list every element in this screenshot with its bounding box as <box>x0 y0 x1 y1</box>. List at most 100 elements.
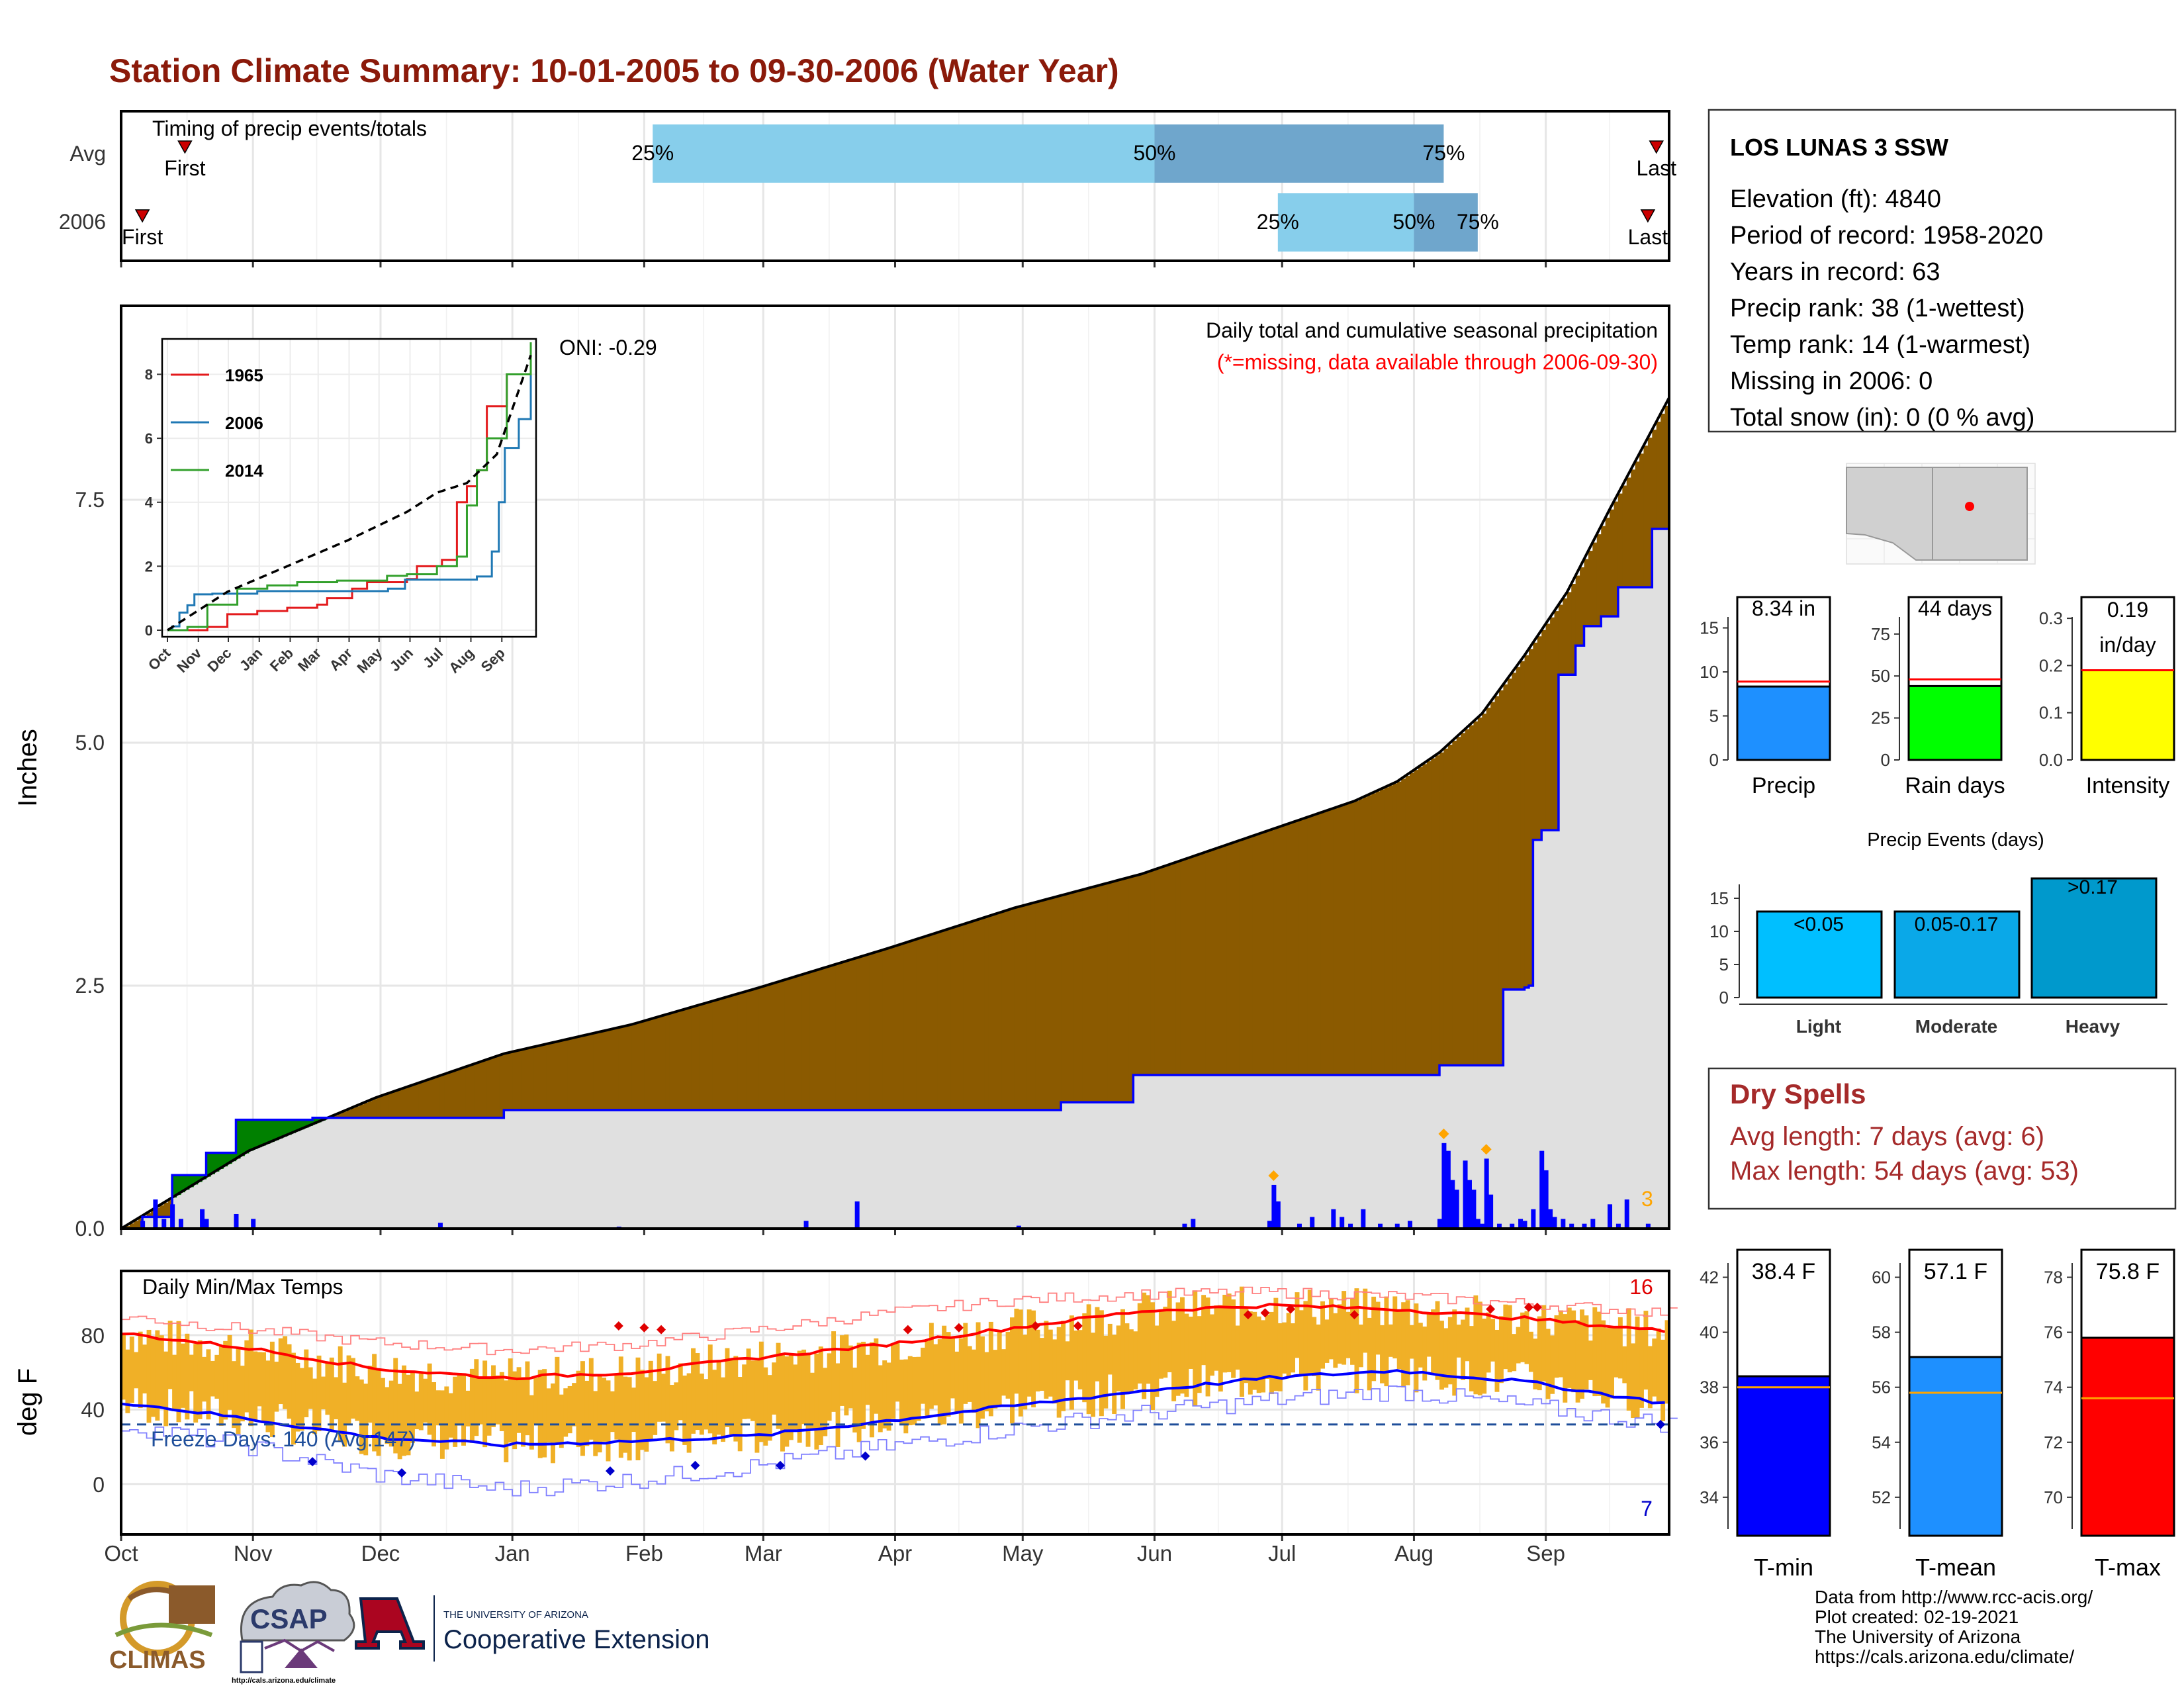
daily-temp-bar <box>1031 1310 1036 1408</box>
month-label: Dec <box>361 1541 400 1566</box>
daily-temp-bar <box>988 1321 993 1417</box>
precip-deficit-area <box>1184 859 1189 1076</box>
daily-precip-bar <box>1645 1223 1651 1229</box>
first-event-marker <box>134 209 150 223</box>
daily-temp-bar <box>733 1356 739 1442</box>
precip-deficit-area <box>929 935 934 1110</box>
precip-deficit-area <box>967 923 972 1110</box>
precip-deficit-area <box>780 981 786 1110</box>
avg-max-line <box>120 1303 1666 1381</box>
dry-spells-line: Avg length: 7 days (avg: 6) <box>1730 1122 2044 1151</box>
daily-temp-bar <box>712 1370 717 1444</box>
daily-temp-bar <box>1567 1307 1572 1388</box>
daily-temp-bar <box>1516 1327 1521 1364</box>
precip-deficit-area <box>716 1000 721 1110</box>
precip-deficit-area <box>678 1011 683 1110</box>
daily-temp-bar <box>1295 1292 1300 1358</box>
daily-temp-bar <box>257 1352 262 1407</box>
daily-temp-bar <box>776 1342 781 1429</box>
daily-temp-bar <box>1447 1317 1453 1385</box>
daily-temp-bar <box>380 1378 385 1438</box>
daily-precip-bar <box>1615 1223 1621 1229</box>
precip-deficit-area <box>1592 542 1598 626</box>
precip-deficit-area <box>1137 874 1142 1076</box>
daily-temp-bar <box>1324 1319 1330 1363</box>
daily-temp-bar <box>954 1351 960 1413</box>
precip-deficit-area <box>1316 814 1321 1076</box>
daily-temp-bar <box>1082 1313 1087 1403</box>
precip-surplus-area <box>312 1117 318 1125</box>
daily-temp-bar <box>844 1335 849 1416</box>
precip-deficit-area <box>1498 690 1504 1066</box>
daily-temp-bar <box>189 1354 194 1391</box>
timing-row-label-avg: Avg <box>69 142 106 165</box>
daily-temp-bar <box>976 1322 981 1429</box>
precip-deficit-area <box>809 972 815 1110</box>
precip-deficit-area <box>338 1113 343 1118</box>
daily-temp-bar <box>950 1337 955 1399</box>
precip-surplus-area <box>193 1175 199 1185</box>
precip-deficit-area <box>542 1045 547 1110</box>
precip-deficit-area <box>572 1038 577 1110</box>
precip-deficit-area <box>729 996 734 1110</box>
daily-temp-bar <box>125 1349 130 1413</box>
daily-temp-bar <box>529 1395 534 1450</box>
daily-temp-bar <box>423 1378 428 1423</box>
heavy-precip-marker <box>1268 1170 1279 1181</box>
timing-pct-label: 75% <box>1457 210 1499 234</box>
precip-deficit-area <box>1146 872 1151 1076</box>
precip-surplus-area <box>283 1119 288 1137</box>
daily-temp-bar <box>1626 1308 1631 1411</box>
daily-temp-bar <box>699 1374 704 1435</box>
precip-deficit-area <box>453 1071 458 1118</box>
daily-temp-bar <box>1498 1316 1504 1383</box>
daily-temp-bar <box>1154 1325 1160 1397</box>
daily-temp-bar <box>1461 1319 1466 1380</box>
precip-deficit-area <box>1396 781 1402 1076</box>
precip-deficit-area <box>1617 493 1623 588</box>
daily-temp-bar <box>695 1353 700 1430</box>
precip-deficit-area <box>648 1019 653 1110</box>
daily-temp-bar <box>121 1333 126 1400</box>
daily-precip-bar <box>1518 1219 1524 1229</box>
temp-record-high-count: 16 <box>1629 1275 1653 1299</box>
precip-deficit-area <box>754 988 760 1110</box>
precip-deficit-area <box>427 1080 432 1118</box>
month-label: Sep <box>1526 1541 1565 1566</box>
daily-temp-bar <box>1588 1340 1593 1380</box>
record-low-marker <box>860 1451 870 1461</box>
precip-deficit-area <box>499 1055 504 1118</box>
inset-ytick: 2 <box>145 558 153 575</box>
precip-deficit-area <box>1524 655 1529 988</box>
daily-precip-bar <box>1531 1209 1536 1229</box>
daily-precip-bar <box>1450 1180 1455 1229</box>
daily-temp-bar <box>129 1336 134 1403</box>
csap-logo: CSAP http://cals.arizona.edu/climate <box>232 1581 355 1685</box>
precip-deficit-area <box>1150 870 1156 1076</box>
stat-bar-label: Intensity <box>2086 773 2170 798</box>
daily-temp-bar <box>1291 1323 1296 1373</box>
daily-precip-bar <box>1608 1204 1613 1229</box>
stat-bar-fill <box>1907 684 2003 761</box>
daily-temp-bar <box>1520 1312 1525 1362</box>
daily-temp-bar <box>1112 1335 1117 1415</box>
precip-deficit-area <box>912 940 917 1110</box>
precip-deficit-area <box>950 928 956 1110</box>
daily-temp-bar <box>1486 1312 1491 1373</box>
daily-temp-bar <box>921 1347 925 1404</box>
daily-temp-bar <box>486 1376 492 1436</box>
precip-deficit-area <box>1345 804 1351 1076</box>
precip-deficit-area <box>1142 874 1147 1076</box>
daily-temp-bar <box>657 1353 662 1422</box>
precip-deficit-area <box>1099 885 1104 1103</box>
ua-logo: THE UNIVERSITY OF ARIZONA Cooperative Ex… <box>355 1595 709 1662</box>
precip-deficit-area <box>397 1090 402 1118</box>
precip-events-labels: Precip Events (days) Light Moderate Heav… <box>1794 829 2120 1037</box>
precip-deficit-area <box>1371 793 1377 1076</box>
precip-deficit-area <box>767 985 772 1110</box>
daily-temp-bar <box>1503 1304 1508 1370</box>
daily-temp-bar <box>1524 1311 1529 1364</box>
daily-temp-bar <box>725 1348 730 1427</box>
station-line: Years in record: 63 <box>1730 258 1940 286</box>
daily-temp-bar <box>627 1377 632 1461</box>
